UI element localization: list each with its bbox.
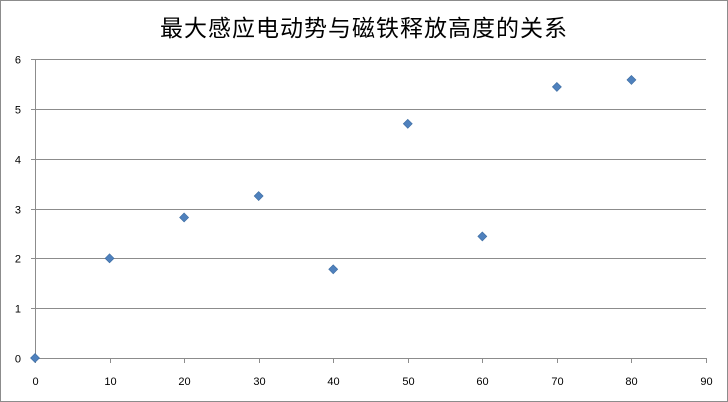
- data-point: [104, 253, 115, 264]
- y-tick-label: 5: [15, 105, 21, 117]
- data-point: [253, 191, 264, 201]
- x-tick-label: 80: [625, 376, 637, 388]
- data-point: [477, 231, 488, 242]
- x-tick-label: 50: [402, 376, 414, 388]
- x-tick-label: 10: [104, 376, 116, 388]
- gridlines: [35, 59, 706, 309]
- x-tick-labels: 0 10 20 30 40 50 60 70 80 90: [32, 376, 712, 388]
- x-tick-label: 0: [32, 376, 38, 388]
- y-tick-label: 6: [15, 55, 21, 67]
- axes: [31, 59, 707, 363]
- x-tick-label: 30: [253, 376, 265, 388]
- data-points: [30, 75, 637, 363]
- chart-title: 最大感应电动势与磁铁释放高度的关系: [160, 16, 568, 42]
- data-point: [328, 264, 339, 275]
- x-tick-label: 90: [700, 376, 712, 388]
- y-tick-label: 4: [15, 155, 21, 167]
- y-tick-label: 2: [15, 254, 21, 266]
- data-point: [402, 118, 413, 129]
- x-tick-label: 60: [476, 376, 488, 388]
- x-tick-label: 20: [178, 376, 190, 388]
- y-tick-label: 1: [15, 304, 21, 316]
- data-point: [179, 212, 190, 223]
- y-tick-labels: 0 1 2 3 4 5 6: [15, 55, 21, 366]
- x-tick-label: 70: [551, 376, 563, 388]
- x-tick-label: 40: [327, 376, 339, 388]
- data-point: [626, 75, 637, 85]
- data-point: [551, 81, 562, 92]
- y-tick-label: 3: [15, 205, 21, 217]
- data-point: [30, 353, 40, 363]
- y-tick-label: 0: [15, 354, 21, 366]
